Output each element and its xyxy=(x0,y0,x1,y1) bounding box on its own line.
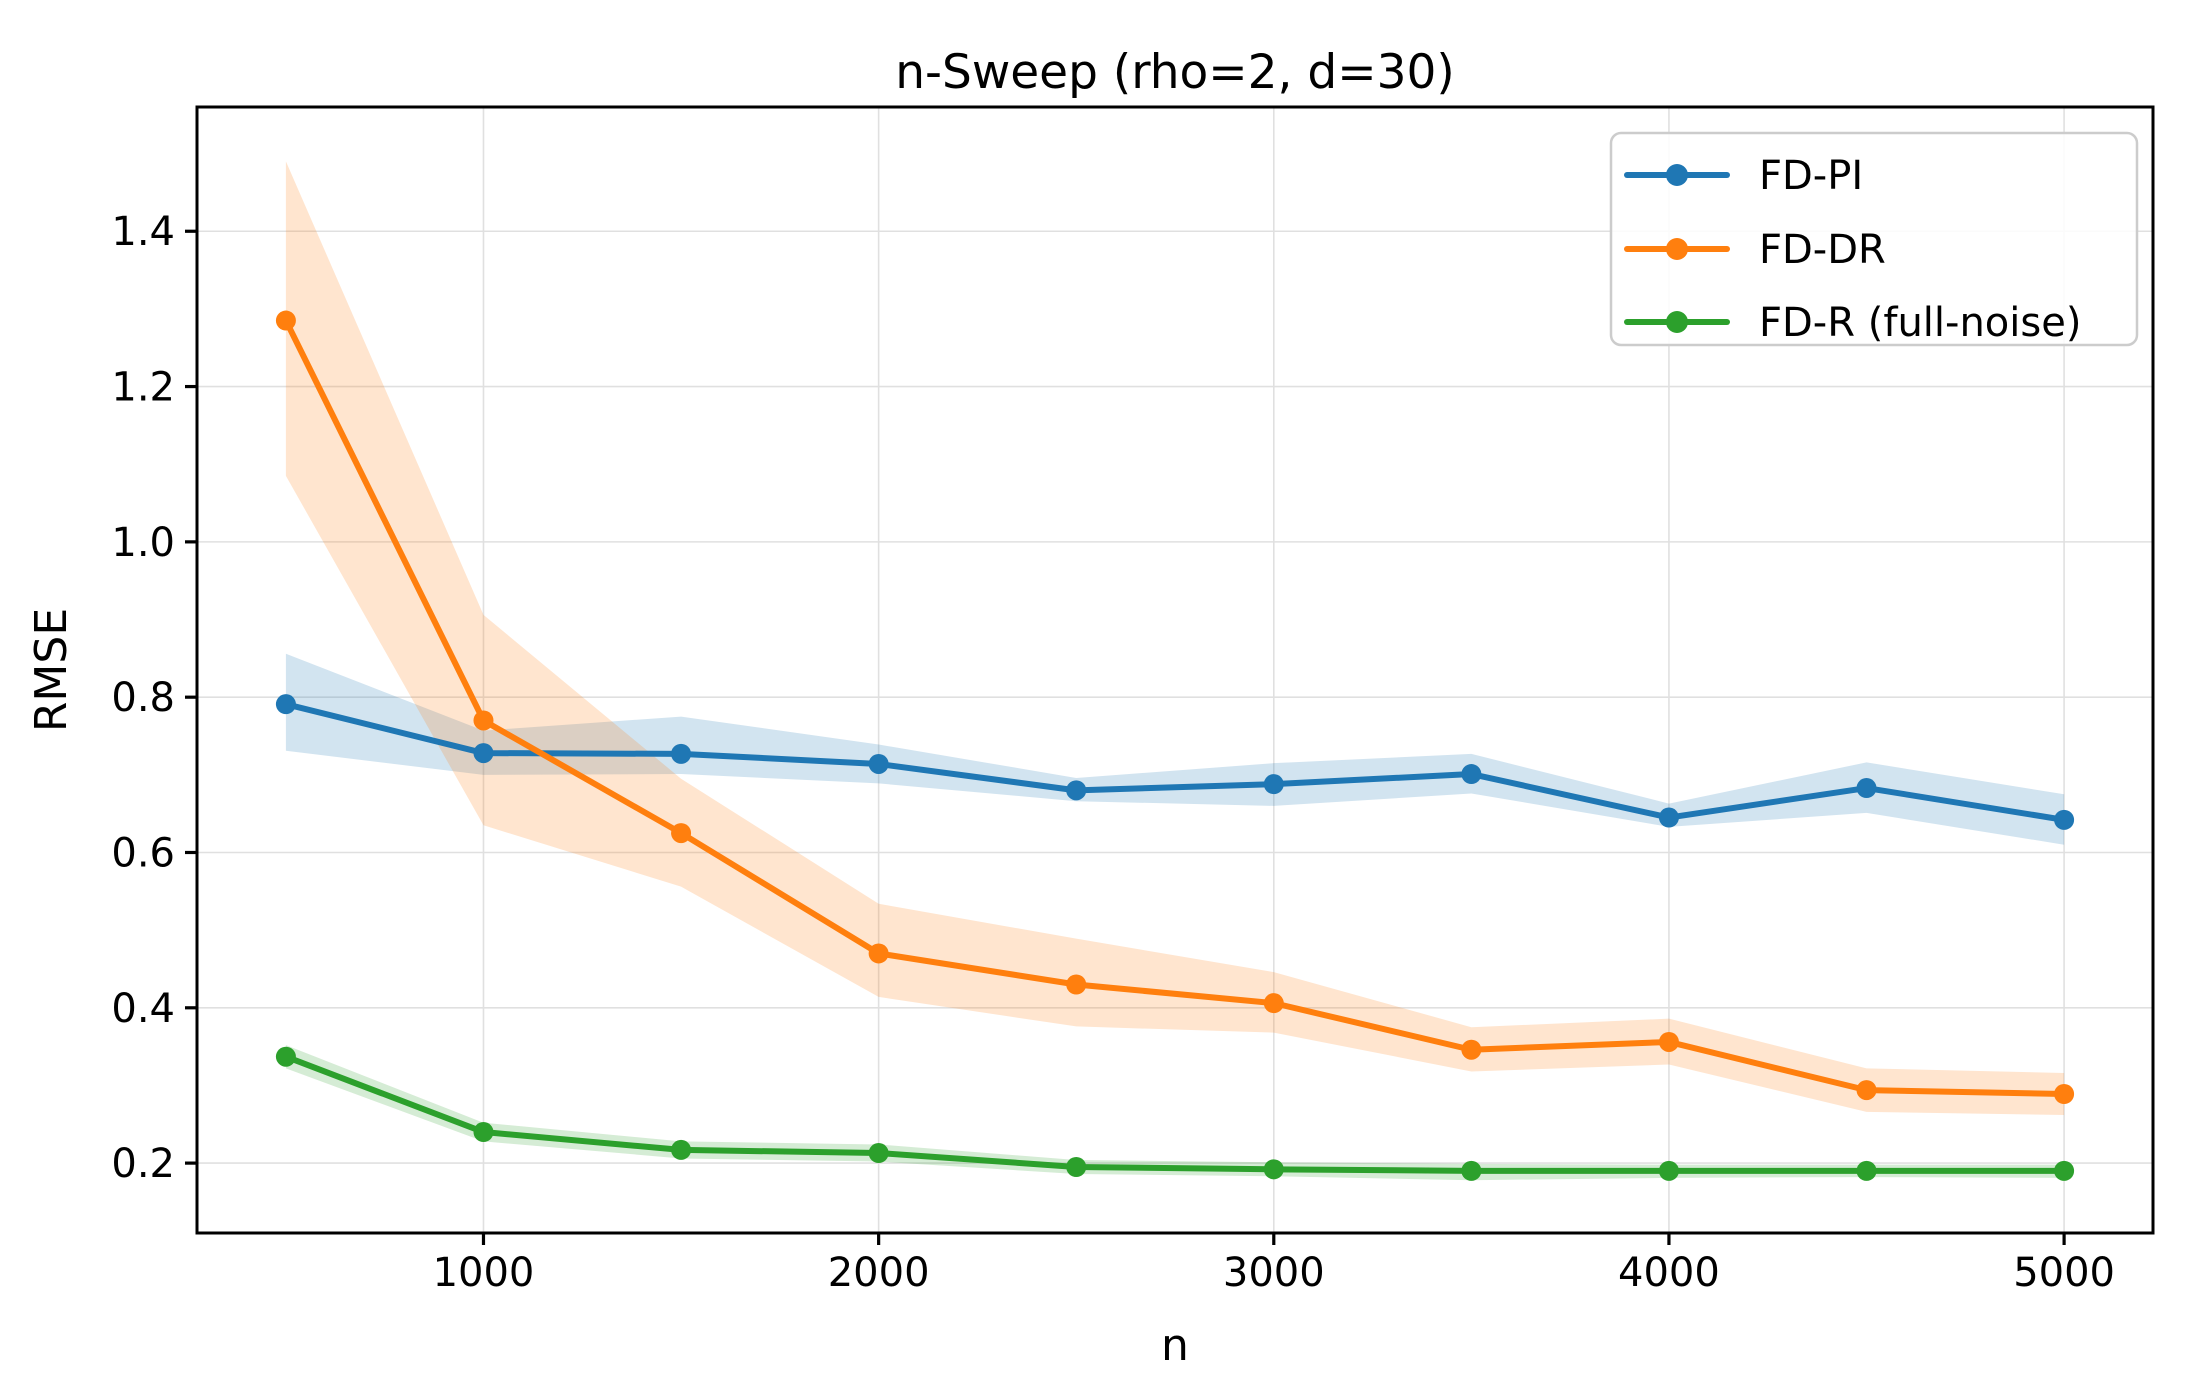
data-point-FD-PI-3500 xyxy=(1461,764,1482,785)
data-point-FD-PI-5000 xyxy=(2054,809,2075,830)
data-point-FD-DR-2500 xyxy=(1066,974,1087,995)
data-point-FD-PI-1000 xyxy=(473,743,494,764)
data-point-FD-R (full-noise)-3500 xyxy=(1461,1160,1482,1181)
legend-marker-FD-DR xyxy=(1666,238,1688,260)
data-point-FD-DR-4000 xyxy=(1658,1031,1679,1052)
x-tick-label-1000: 1000 xyxy=(433,1250,535,1296)
data-point-FD-R (full-noise)-500 xyxy=(275,1046,296,1067)
plot-frame xyxy=(195,105,2155,1235)
series-line-FD-DR xyxy=(282,317,2068,1097)
data-point-FD-DR-500 xyxy=(275,310,296,331)
data-point-FD-PI-2000 xyxy=(868,753,889,774)
data-point-FD-R (full-noise)-2500 xyxy=(1066,1156,1087,1177)
y-tick-label-0.6: 0.6 xyxy=(111,830,175,876)
y-tick-label-0.4: 0.4 xyxy=(111,986,175,1032)
series-lines xyxy=(282,317,2068,1174)
data-point-FD-DR-5000 xyxy=(2054,1083,2075,1104)
data-points xyxy=(275,310,2075,1181)
legend-box xyxy=(1609,131,2139,347)
x-axis-label: n xyxy=(1161,1320,1189,1371)
y-tick-label-0.8: 0.8 xyxy=(111,675,175,721)
data-point-FD-DR-1000 xyxy=(473,710,494,731)
data-point-FD-PI-3000 xyxy=(1263,774,1284,795)
data-point-FD-DR-3500 xyxy=(1461,1039,1482,1060)
data-point-FD-DR-1500 xyxy=(671,823,692,844)
data-point-FD-DR-3000 xyxy=(1263,993,1284,1014)
y-axis-label: RMSE xyxy=(26,608,77,732)
confidence-band-FD-DR xyxy=(285,161,2065,1115)
data-point-FD-PI-1500 xyxy=(671,743,692,764)
data-point-FD-DR-2000 xyxy=(868,943,889,964)
series-line-FD-R (full-noise) xyxy=(282,1053,2068,1174)
confidence-bands xyxy=(285,161,2065,1181)
legend-marker-FD-R (full-noise) xyxy=(1666,311,1688,333)
data-point-FD-DR-4500 xyxy=(1856,1080,1877,1101)
data-point-FD-R (full-noise)-5000 xyxy=(2054,1160,2075,1181)
x-tick-label-3000: 3000 xyxy=(1223,1250,1325,1296)
data-point-FD-PI-4000 xyxy=(1658,807,1679,828)
data-point-FD-R (full-noise)-1000 xyxy=(473,1122,494,1143)
x-tick-label-4000: 4000 xyxy=(1618,1250,1720,1296)
legend-marker-FD-PI xyxy=(1666,164,1688,186)
x-tick-label-5000: 5000 xyxy=(2013,1250,2115,1296)
data-point-FD-R (full-noise)-4000 xyxy=(1658,1160,1679,1181)
y-tick-label-1: 1.0 xyxy=(111,520,175,566)
legend-label-FD-PI: FD-PI xyxy=(1759,153,1863,199)
data-point-FD-PI-2500 xyxy=(1066,780,1087,801)
grid xyxy=(197,107,2153,1233)
y-tick-label-1.2: 1.2 xyxy=(111,365,175,411)
axis-ticks: 1000 2000 3000 4000 5000 0.2 0.4 0.6 0.8 1.0 1.2 1.… xyxy=(111,209,2115,1296)
data-point-FD-R (full-noise)-2000 xyxy=(868,1143,889,1164)
legend-item-FD-DR: FD-DR xyxy=(1624,227,1886,273)
series-line-FD-PI xyxy=(282,701,2068,823)
data-point-FD-R (full-noise)-1500 xyxy=(671,1139,692,1160)
x-tick-label-2000: 2000 xyxy=(828,1250,930,1296)
data-point-FD-R (full-noise)-3000 xyxy=(1263,1159,1284,1180)
confidence-band-FD-PI xyxy=(285,653,2065,845)
y-tick-label-1.4: 1.4 xyxy=(111,209,175,255)
legend-label-FD-R (full-noise): FD-R (full-noise) xyxy=(1759,300,2081,346)
y-tick-label-0.2: 0.2 xyxy=(111,1141,175,1187)
data-point-FD-R (full-noise)-4500 xyxy=(1856,1160,1877,1181)
chart-title: n-Sweep (rho=2, d=30) xyxy=(895,45,1455,100)
confidence-band-FD-R (full-noise) xyxy=(285,1045,2065,1181)
axes-frame xyxy=(195,105,2155,1235)
legend: FD-PI FD-DR FD-R (full-noise) xyxy=(1609,131,2139,347)
legend-label-FD-DR: FD-DR xyxy=(1759,227,1886,273)
data-point-FD-PI-500 xyxy=(275,694,296,715)
legend-item-FD-PI: FD-PI xyxy=(1624,153,1863,199)
data-point-FD-PI-4500 xyxy=(1856,778,1877,799)
legend-item-FD-R (full-noise): FD-R (full-noise) xyxy=(1624,300,2081,346)
